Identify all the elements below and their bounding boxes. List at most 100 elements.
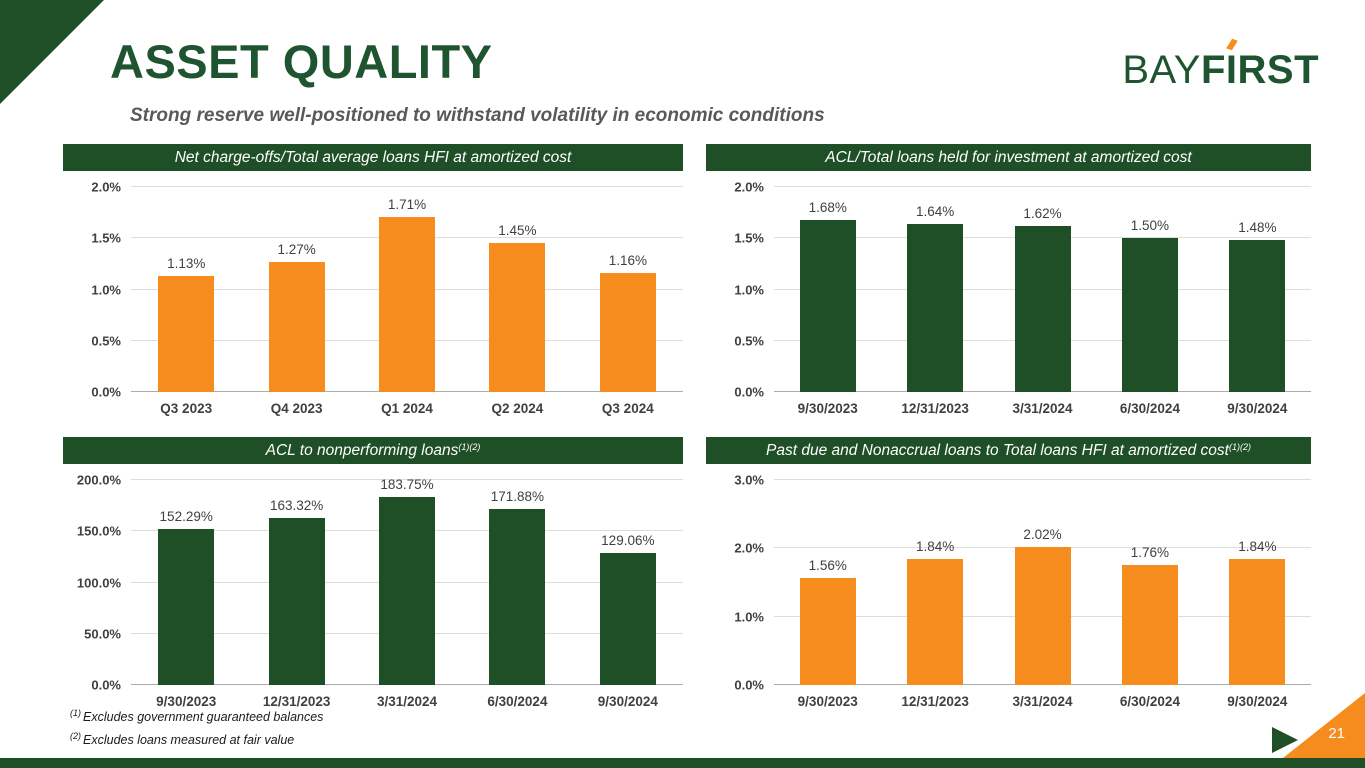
plot-area: 1.68% 1.64% 1.62% 1.50% 1.48% — [774, 186, 1311, 392]
bar-column: 1.71% — [352, 197, 462, 392]
bar-value-label: 1.16% — [608, 253, 647, 269]
y-axis-tick: 50.0% — [84, 626, 121, 642]
bar — [158, 528, 215, 685]
bar-column: 1.62% — [989, 206, 1096, 392]
chart-body: 0.0% 0.5% 1.0% 1.5% 2.0% 1.13% 1.27% 1.71% 1.45%… — [63, 180, 683, 400]
category-label: 12/31/2023 — [901, 694, 969, 709]
bar-column: 1.50% — [1096, 218, 1203, 392]
bar — [268, 261, 325, 392]
y-axis-tick: 2.0% — [734, 179, 764, 195]
bar-value-label: 152.29% — [159, 508, 213, 524]
bar-value-label: 183.75% — [380, 476, 434, 492]
chart-title: Past due and Nonaccrual loans to Total l… — [706, 437, 1311, 464]
gridline — [131, 479, 683, 480]
bar-value-label: 129.06% — [601, 532, 655, 548]
bar-value-label: 1.50% — [1130, 218, 1170, 234]
plot-area: 1.13% 1.27% 1.71% 1.45% 1.16% — [131, 186, 683, 392]
bar-value-label: 1.68% — [808, 199, 847, 215]
category-label: 6/30/2024 — [1119, 401, 1180, 416]
bar — [1014, 225, 1071, 392]
bar — [489, 508, 546, 685]
bottom-bar-decoration — [0, 758, 1365, 768]
category-label: Q2 2024 — [491, 401, 544, 416]
bar-column: 183.75% — [352, 477, 462, 685]
chart-panel-past-due-nonaccrual: Past due and Nonaccrual loans to Total l… — [706, 437, 1311, 709]
bar — [1121, 564, 1178, 685]
chart-panel-acl-total-loans: ACL/Total loans held for investment at a… — [706, 144, 1311, 416]
bar-chart-acl-total-loans: 0.0% 0.5% 1.0% 1.5% 2.0% 1.68% 1.64% 1.62% 1.50%… — [706, 180, 1311, 416]
page-title: ASSET QUALITY — [110, 35, 493, 88]
chart-panel-net-charge-offs: Net charge-offs/Total average loans HFI … — [63, 144, 683, 416]
bar-value-label: 1.76% — [1130, 544, 1170, 560]
x-axis: Q3 2023 Q4 2023 Q1 2024 Q2 2024 Q3 2024 — [131, 401, 683, 416]
gridline — [774, 479, 1311, 480]
bar-column: 1.84% — [1204, 539, 1311, 685]
chart-body: 0.0% 50.0% 100.0% 150.0% 200.0% 152.29% 163.32… — [63, 473, 683, 693]
category-label: 9/30/2023 — [797, 401, 858, 416]
category-label: 6/30/2024 — [1119, 694, 1180, 709]
y-axis-tick: 0.5% — [734, 333, 764, 349]
category-label: 9/30/2023 — [797, 694, 858, 709]
bars-group: 1.13% 1.27% 1.71% 1.45% 1.16% — [131, 187, 683, 392]
bar — [158, 276, 215, 392]
y-axis-tick: 200.0% — [76, 472, 121, 488]
y-axis-tick: 150.0% — [76, 523, 121, 539]
category-label: Q3 2024 — [601, 401, 654, 416]
y-axis: 0.0% 0.5% 1.0% 1.5% 2.0% — [706, 180, 774, 400]
bar-value-label: 1.27% — [277, 241, 316, 257]
bar-column: 1.64% — [881, 204, 988, 392]
bar — [907, 559, 964, 685]
bar-value-label: 1.62% — [1023, 205, 1062, 221]
x-axis: 9/30/2023 12/31/2023 3/31/2024 6/30/2024 9/3… — [774, 401, 1311, 416]
bar-column: 1.76% — [1096, 545, 1203, 685]
y-axis-tick: 1.0% — [734, 282, 764, 297]
bar-column: 152.29% — [131, 509, 241, 685]
y-axis: 0.0% 1.0% 2.0% 3.0% — [706, 473, 774, 693]
bar-column: 1.48% — [1204, 220, 1311, 392]
bar — [379, 496, 436, 685]
y-axis-tick: 0.0% — [734, 384, 764, 400]
category-label: Q4 2023 — [270, 401, 323, 416]
bar — [799, 578, 856, 685]
footnote-2: (2) Excludes loans measured at fair value — [70, 731, 295, 748]
bar-column: 1.68% — [774, 200, 881, 392]
category-label: 3/31/2024 — [376, 694, 438, 709]
y-axis: 0.0% 50.0% 100.0% 150.0% 200.0% — [63, 473, 131, 693]
bar — [1121, 238, 1178, 392]
bars-group: 1.56% 1.84% 2.02% 1.76% 1.84% — [774, 480, 1311, 685]
bar-value-label: 1.56% — [808, 558, 847, 574]
chart-title: ACL to nonperforming loans (1)(2) — [63, 437, 683, 464]
logo-text-rst: RST — [1237, 48, 1319, 92]
bar-column: 1.84% — [881, 539, 988, 685]
category-label: 9/30/2024 — [1227, 401, 1288, 416]
category-label: 3/31/2024 — [1012, 401, 1073, 416]
x-axis: 9/30/2023 12/31/2023 3/31/2024 6/30/2024 9/3… — [774, 694, 1311, 709]
chart-title-superscript: (1)(2) — [1228, 441, 1251, 452]
bar — [1014, 546, 1071, 685]
bar-chart-past-due-nonaccrual: 0.0% 1.0% 2.0% 3.0% 1.56% 1.84% 2.02% 1.76% 1.84… — [706, 473, 1311, 709]
x-axis: 9/30/2023 12/31/2023 3/31/2024 6/30/2024 9/3… — [131, 694, 683, 709]
logo-letter-i: I — [1226, 38, 1238, 93]
bar — [379, 216, 436, 392]
gridline — [131, 186, 683, 187]
bar — [599, 273, 656, 392]
bar — [268, 517, 325, 685]
y-axis-tick: 2.0% — [91, 179, 121, 195]
y-axis-tick: 0.0% — [734, 677, 764, 693]
chart-body: 0.0% 1.0% 2.0% 3.0% 1.56% 1.84% 2.02% 1.76% 1.84… — [706, 473, 1311, 693]
footnotes: (1) Excludes government guaranteed balanc… — [70, 708, 323, 754]
y-axis-tick: 1.0% — [734, 609, 764, 625]
bar-value-label: 1.45% — [498, 223, 537, 239]
y-axis-tick: 0.0% — [91, 384, 121, 400]
category-label: 9/30/2023 — [156, 694, 217, 709]
bars-group: 1.68% 1.64% 1.62% 1.50% 1.48% — [774, 187, 1311, 392]
chart-title: ACL/Total loans held for investment at a… — [706, 144, 1311, 171]
bar-column: 163.32% — [241, 498, 351, 685]
y-axis-tick: 1.5% — [91, 230, 121, 246]
y-axis: 0.0% 0.5% 1.0% 1.5% 2.0% — [63, 180, 131, 400]
bar-column: 1.56% — [774, 558, 881, 685]
category-label: 9/30/2024 — [1227, 694, 1288, 709]
bar — [799, 219, 856, 392]
category-label: 12/31/2023 — [262, 694, 331, 709]
